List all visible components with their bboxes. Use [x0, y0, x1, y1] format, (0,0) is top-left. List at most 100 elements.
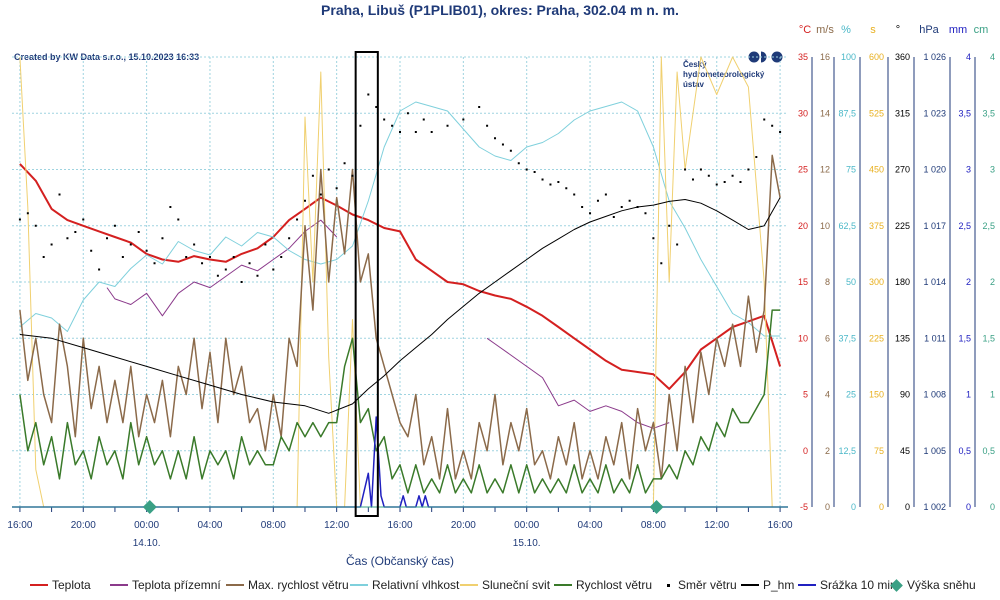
direction-point — [383, 118, 386, 121]
y-tick-label: 5 — [803, 390, 808, 400]
y-tick-label: 10 — [798, 333, 808, 343]
direction-point — [280, 256, 283, 258]
direction-point — [399, 131, 401, 133]
axis-unit-label: m/s — [816, 24, 834, 36]
legend-label: Srážka 10 min. — [820, 578, 901, 592]
legend-label: Teplota přízemní — [132, 578, 221, 592]
direction-point — [359, 124, 362, 127]
direction-point — [375, 106, 378, 108]
x-tick-label: 04:00 — [197, 520, 222, 531]
y-tick-label: 270 — [895, 165, 910, 175]
direction-point — [74, 231, 77, 233]
direction-point — [121, 256, 124, 258]
y-tick-label: 35 — [798, 52, 808, 62]
direction-point — [517, 162, 520, 165]
y-tick-label: 1,5 — [958, 333, 971, 343]
direction-point — [303, 199, 306, 202]
direction-point — [541, 178, 544, 181]
y-tick-label: 600 — [869, 52, 884, 62]
legend-swatch — [110, 584, 128, 586]
x-tick-label: 12:00 — [324, 520, 349, 531]
direction-point — [240, 281, 243, 283]
direction-point — [232, 256, 235, 258]
chmi-logo: Český hydrometeorologický ústav — [683, 60, 764, 90]
direction-point — [335, 187, 338, 190]
direction-point — [50, 243, 53, 246]
direction-point — [660, 262, 663, 265]
series-line — [486, 337, 670, 429]
y-tick-label: 20 — [798, 221, 808, 231]
direction-point — [42, 256, 45, 258]
series-line — [19, 197, 781, 414]
direction-point — [612, 216, 615, 218]
direction-point — [478, 106, 481, 108]
y-tick-label: 100 — [841, 52, 856, 62]
legend-label: Max. rychlost větru — [248, 578, 349, 592]
y-tick-label: 14 — [820, 108, 830, 118]
legend-swatch — [798, 584, 816, 586]
legend-swatch — [890, 578, 903, 592]
direction-point — [66, 237, 69, 240]
series-line — [19, 101, 781, 337]
direction-point — [224, 268, 227, 271]
x-tick-label: 20:00 — [71, 520, 96, 531]
x-tick-label: 16:00 — [387, 520, 412, 531]
direction-point — [264, 243, 267, 246]
highlight-box — [354, 51, 379, 517]
direction-point — [525, 168, 528, 171]
y-tick-label: 180 — [895, 277, 910, 287]
y-tick-label: 0,5 — [958, 446, 971, 456]
direction-point — [296, 218, 299, 221]
legend-swatch — [350, 584, 368, 586]
axis-unit-label: cm — [974, 24, 989, 36]
y-tick-label: 30 — [798, 108, 808, 118]
direction-point — [573, 193, 576, 196]
direction-point — [430, 131, 433, 133]
y-tick-label: 300 — [869, 277, 884, 287]
direction-point — [272, 268, 275, 271]
y-tick-label: 225 — [895, 221, 910, 231]
series-line — [106, 219, 338, 317]
y-tick-label: 3 — [966, 165, 971, 175]
direction-point — [216, 274, 219, 277]
y-tick-label: 1,5 — [982, 333, 995, 343]
direction-point — [129, 243, 132, 246]
x-tick-label: 20:00 — [451, 520, 476, 531]
y-tick-label: 25 — [846, 390, 856, 400]
y-tick-label: 4 — [825, 390, 830, 400]
direction-point — [18, 218, 21, 221]
y-tick-label: 1 — [990, 390, 995, 400]
y-tick-label: 8 — [825, 277, 830, 287]
legend-label: Rychlost větru — [576, 578, 653, 592]
y-tick-label: 37,5 — [838, 333, 856, 343]
y-tick-label: 0 — [825, 502, 830, 512]
direction-point — [367, 93, 370, 96]
y-tick-label: 315 — [895, 108, 910, 118]
direction-point — [604, 193, 607, 196]
y-tick-label: 87,5 — [838, 108, 856, 118]
direction-point — [620, 206, 623, 208]
y-tick-label: 1 008 — [923, 390, 946, 400]
direction-point — [185, 256, 188, 258]
date-label: 14.10. — [133, 538, 161, 549]
direction-point — [26, 212, 29, 215]
x-tick-label: 16:00 — [7, 520, 32, 531]
y-tick-label: 75 — [874, 446, 884, 456]
direction-point — [446, 124, 449, 127]
y-tick-label: 225 — [869, 333, 884, 343]
direction-point — [422, 118, 425, 121]
y-tick-label: 6 — [825, 333, 830, 343]
direction-point — [557, 181, 560, 183]
direction-point — [763, 118, 766, 121]
legend-item: Srážka 10 min. — [798, 578, 900, 592]
y-tick-label: 45 — [900, 446, 910, 456]
direction-point — [691, 178, 694, 181]
legend-item: Sluneční svit — [460, 578, 550, 592]
direction-point — [589, 212, 592, 215]
legend-swatch — [554, 584, 572, 586]
direction-point — [747, 168, 750, 171]
legend-swatch — [741, 584, 759, 586]
y-tick-label: 2 — [825, 446, 830, 456]
y-tick-label: 0,5 — [982, 446, 995, 456]
x-tick-label: 00:00 — [134, 520, 159, 531]
